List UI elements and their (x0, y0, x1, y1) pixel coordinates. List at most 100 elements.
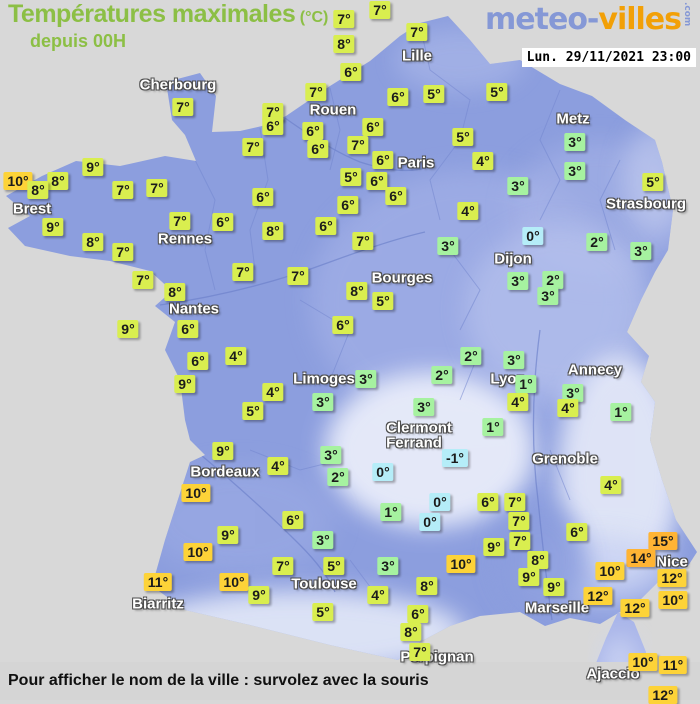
temperature-badge[interactable]: 6° (372, 151, 394, 169)
temperature-badge[interactable]: 5° (452, 128, 474, 146)
temperature-badge[interactable]: 6° (366, 172, 388, 190)
temperature-badge[interactable]: 3° (320, 446, 342, 464)
temperature-badge[interactable]: 0° (429, 493, 451, 511)
temperature-badge[interactable]: 6° (337, 196, 359, 214)
temperature-badge[interactable]: 1° (515, 375, 537, 393)
temperature-badge[interactable]: 3° (537, 287, 559, 305)
temperature-badge[interactable]: 0° (372, 463, 394, 481)
temperature-badge[interactable]: 3° (507, 177, 529, 195)
temperature-badge[interactable]: 9° (212, 442, 234, 460)
temperature-badge[interactable]: 3° (377, 557, 399, 575)
temperature-badge[interactable]: 3° (355, 370, 377, 388)
temperature-badge[interactable]: 6° (282, 511, 304, 529)
temperature-badge[interactable]: 8° (333, 35, 355, 53)
temperature-badge[interactable]: 4° (600, 476, 622, 494)
temperature-badge[interactable]: 5° (642, 173, 664, 191)
temperature-badge[interactable]: 4° (507, 393, 529, 411)
temperature-badge[interactable]: 5° (372, 292, 394, 310)
temperature-badge[interactable]: 9° (42, 218, 64, 236)
temperature-badge[interactable]: 3° (507, 272, 529, 290)
temperature-badge[interactable]: 12° (648, 686, 678, 704)
temperature-badge[interactable]: 4° (367, 586, 389, 604)
temperature-badge[interactable]: 11° (143, 573, 173, 591)
temperature-badge[interactable]: 7° (508, 512, 530, 530)
site-logo[interactable]: meteo-villes.com (485, 2, 692, 37)
temperature-badge[interactable]: 10° (219, 573, 249, 591)
temperature-badge[interactable]: 7° (132, 271, 154, 289)
temperature-badge[interactable]: 3° (564, 133, 586, 151)
temperature-badge[interactable]: 6° (566, 523, 588, 541)
temperature-badge[interactable]: 12° (657, 569, 687, 587)
temperature-badge[interactable]: 8° (82, 233, 104, 251)
temperature-badge[interactable]: 3° (312, 531, 334, 549)
temperature-badge[interactable]: 8° (416, 577, 438, 595)
temperature-badge[interactable]: 6° (477, 493, 499, 511)
temperature-badge[interactable]: 3° (630, 242, 652, 260)
temperature-badge[interactable]: 8° (164, 283, 186, 301)
temperature-badge[interactable]: 11° (658, 656, 688, 674)
temperature-badge[interactable]: 9° (217, 526, 239, 544)
temperature-badge[interactable]: 2° (586, 233, 608, 251)
temperature-badge[interactable]: 0° (522, 227, 544, 245)
temperature-badge[interactable]: 12° (620, 599, 650, 617)
temperature-badge[interactable]: 7° (347, 136, 369, 154)
temperature-badge[interactable]: 4° (457, 202, 479, 220)
temperature-badge[interactable]: 7° (305, 83, 327, 101)
temperature-badge[interactable]: 5° (242, 402, 264, 420)
temperature-badge[interactable]: 4° (472, 152, 494, 170)
temperature-badge[interactable]: 7° (369, 1, 391, 19)
temperature-badge[interactable]: 7° (232, 263, 254, 281)
temperature-badge[interactable]: 3° (413, 398, 435, 416)
temperature-badge[interactable]: 6° (407, 605, 429, 623)
temperature-badge[interactable]: 7° (169, 212, 191, 230)
temperature-badge[interactable]: 8° (346, 282, 368, 300)
temperature-badge[interactable]: 2° (431, 366, 453, 384)
temperature-badge[interactable]: 7° (333, 10, 355, 28)
temperature-badge[interactable]: 10° (181, 484, 211, 502)
temperature-badge[interactable]: 3° (564, 162, 586, 180)
temperature-badge[interactable]: 7° (112, 243, 134, 261)
temperature-badge[interactable]: 8° (527, 551, 549, 569)
temperature-badge[interactable]: 9° (248, 586, 270, 604)
temperature-badge[interactable]: 10° (658, 591, 688, 609)
temperature-badge[interactable]: 9° (518, 568, 540, 586)
temperature-badge[interactable]: 7° (112, 181, 134, 199)
temperature-badge[interactable]: 6° (177, 320, 199, 338)
temperature-badge[interactable]: 0° (419, 513, 441, 531)
temperature-badge[interactable]: 7° (262, 103, 284, 121)
temperature-badge[interactable]: 6° (252, 188, 274, 206)
temperature-badge[interactable]: 8° (400, 623, 422, 641)
temperature-badge[interactable]: 10° (595, 562, 625, 580)
temperature-badge[interactable]: 6° (387, 88, 409, 106)
temperature-badge[interactable]: 7° (172, 98, 194, 116)
temperature-badge[interactable]: 4° (262, 383, 284, 401)
temperature-badge[interactable]: 9° (82, 158, 104, 176)
temperature-badge[interactable]: 6° (332, 316, 354, 334)
temperature-badge[interactable]: 8° (27, 181, 49, 199)
temperature-badge[interactable]: 2° (460, 347, 482, 365)
temperature-badge[interactable]: 7° (409, 643, 431, 661)
temperature-badge[interactable]: 2° (542, 271, 564, 289)
temperature-badge[interactable]: 7° (272, 557, 294, 575)
temperature-badge[interactable]: 9° (174, 375, 196, 393)
temperature-badge[interactable]: 4° (267, 457, 289, 475)
temperature-badge[interactable]: 4° (557, 399, 579, 417)
temperature-badge[interactable]: 6° (385, 187, 407, 205)
temperature-badge[interactable]: 6° (187, 352, 209, 370)
temperature-badge[interactable]: 10° (183, 543, 213, 561)
temperature-badge[interactable]: 6° (340, 63, 362, 81)
temperature-badge[interactable]: 5° (486, 83, 508, 101)
temperature-badge[interactable]: 7° (287, 267, 309, 285)
temperature-badge[interactable]: 3° (312, 393, 334, 411)
temperature-badge[interactable]: 7° (509, 532, 531, 550)
temperature-badge[interactable]: 8° (47, 172, 69, 190)
temperature-badge[interactable]: 9° (483, 538, 505, 556)
temperature-badge[interactable]: 4° (225, 347, 247, 365)
temperature-badge[interactable]: 12° (583, 587, 613, 605)
temperature-badge[interactable]: 7° (242, 138, 264, 156)
temperature-badge[interactable]: 5° (312, 603, 334, 621)
temperature-badge[interactable]: 8° (262, 222, 284, 240)
temperature-badge[interactable]: 6° (212, 213, 234, 231)
temperature-badge[interactable]: 5° (323, 557, 345, 575)
temperature-badge[interactable]: 1° (482, 418, 504, 436)
